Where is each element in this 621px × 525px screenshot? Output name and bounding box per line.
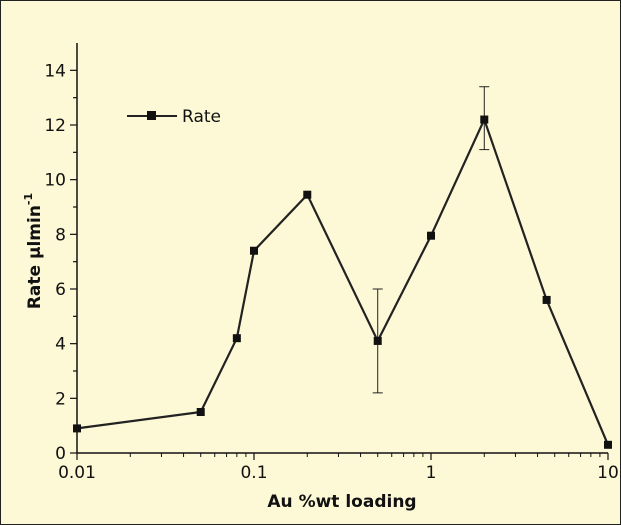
y-tick-label: 0 — [55, 444, 66, 464]
legend: Rate — [127, 107, 221, 127]
x-tick-label: 1 — [426, 463, 437, 483]
legend-label: Rate — [182, 107, 221, 127]
y-axis-title-main: Rate µlmin — [25, 205, 45, 309]
y-tick-label: 2 — [55, 389, 66, 409]
data-point-marker — [604, 440, 612, 449]
data-point-marker — [73, 424, 81, 433]
y-tick-label: 14 — [44, 61, 66, 81]
data-point-marker — [373, 336, 382, 345]
tick-labels: 0 2 4 6 8 10 12 14 0.01 0.1 1 10 — [44, 61, 618, 483]
y-tick-label: 10 — [44, 171, 66, 191]
x-tick-label: 10 — [597, 463, 619, 483]
rate-series-line — [76, 118, 610, 446]
legend-marker — [147, 111, 156, 120]
y-tick-label: 8 — [55, 225, 66, 245]
data-point-marker — [427, 231, 435, 240]
series-layer — [73, 86, 612, 449]
y-tick-label: 6 — [55, 280, 66, 300]
y-axis-title: Rate µlmin-1 — [22, 193, 45, 309]
x-tick-label: 0.01 — [58, 463, 96, 483]
axis-ticks — [70, 69, 609, 460]
x-axis-title: Au %wt loading — [267, 492, 416, 512]
data-point-marker — [196, 408, 205, 416]
axes — [76, 43, 608, 454]
data-point-marker — [250, 246, 258, 255]
data-point-marker — [303, 190, 312, 199]
y-axis-title-superscript: -1 — [22, 193, 35, 205]
data-point-marker — [480, 115, 489, 124]
data-point-marker — [542, 295, 551, 304]
data-point-marker — [232, 334, 241, 343]
x-tick-label: 0.1 — [240, 463, 267, 483]
y-tick-label: 12 — [44, 116, 66, 136]
y-tick-label: 4 — [55, 335, 66, 355]
